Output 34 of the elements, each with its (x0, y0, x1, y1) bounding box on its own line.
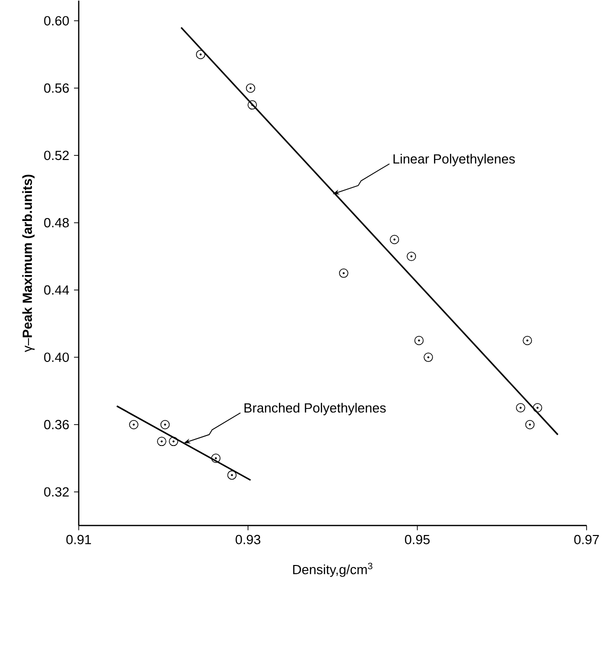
point (211, 454, 220, 463)
point (227, 470, 237, 480)
point (160, 420, 170, 430)
point (248, 100, 257, 110)
point (522, 336, 532, 346)
y-tick-label: 0.40 (44, 352, 69, 362)
y-axis-title: γ–Peak Maximum (arb.units) (22, 174, 35, 352)
point (168, 436, 178, 446)
point (525, 420, 535, 430)
point (246, 83, 256, 93)
annotation: Linear Polyethylenes (394, 154, 515, 166)
point (157, 436, 166, 446)
x-tick-label: 0.95 (404, 534, 430, 544)
x-axis-title: Density,g/cm$^{3}$ (293, 562, 372, 577)
x-tick-label: 0.93 (236, 534, 260, 544)
point (129, 420, 138, 430)
point (339, 268, 348, 278)
x-tick-label: 0.97 (574, 534, 599, 544)
annotation: Branched Polyethylenes (244, 402, 386, 416)
y-tick-label: 0.36 (44, 420, 69, 430)
point (532, 403, 542, 412)
point (406, 252, 416, 261)
y-tick-label: 0.48 (44, 218, 69, 228)
point (390, 234, 400, 244)
point (516, 403, 526, 412)
y-tick-label: 0.60 (44, 16, 69, 26)
y-tick-label: 0.32 (44, 487, 69, 497)
point (414, 336, 424, 346)
y-tick-label: 0.52 (44, 150, 69, 160)
y-tick-label: 0.56 (44, 83, 69, 93)
y-tick-label: 0.44 (44, 285, 69, 295)
x-tick-label: 0.91 (66, 534, 91, 544)
point (196, 50, 206, 60)
point (424, 352, 433, 362)
